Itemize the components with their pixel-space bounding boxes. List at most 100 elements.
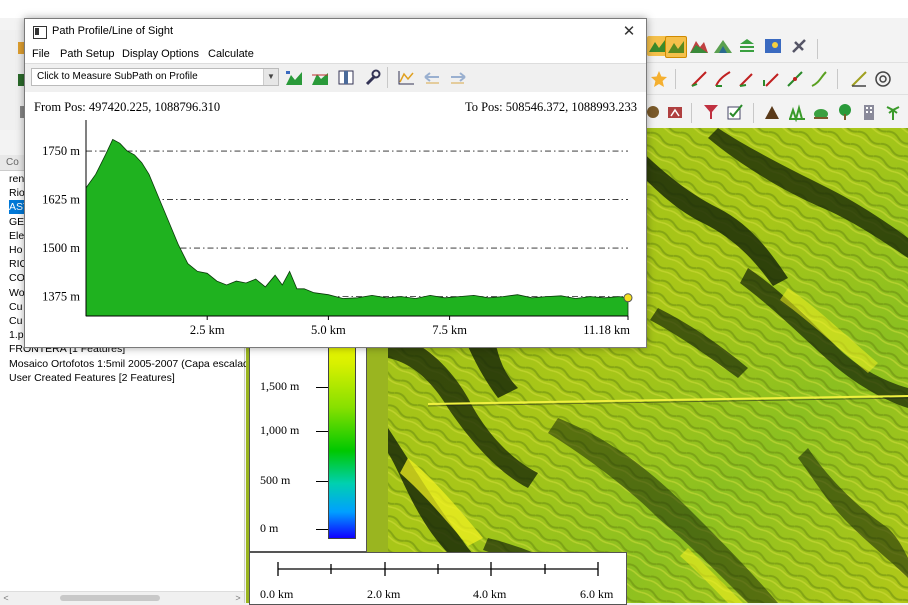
- folder-icon[interactable]: [18, 42, 24, 54]
- elevation-profile-area[interactable]: [85, 138, 629, 317]
- menu-calculate[interactable]: Calculate: [208, 48, 254, 60]
- y-tick-label: 1625 m: [42, 193, 80, 207]
- horizontal-scrollbar[interactable]: < >: [0, 591, 244, 604]
- x-tick-label: 5.0 km: [311, 323, 346, 337]
- x-tick-label: 2.5 km: [190, 323, 225, 337]
- path-profile-dialog: Path Profile/Line of Sight ✕ File Path S…: [24, 18, 647, 348]
- image-icon[interactable]: [763, 36, 783, 56]
- layer-item[interactable]: User Created Features [2 Features]: [9, 371, 175, 384]
- terrain-icon[interactable]: [689, 36, 709, 56]
- scale-label: 0.0 km: [260, 587, 294, 601]
- scale-label: 6.0 km: [580, 587, 614, 601]
- to-position: To Pos: 508546.372, 1088993.233: [465, 100, 637, 114]
- viewshed-icon[interactable]: [665, 102, 685, 122]
- legend-tick: [316, 387, 328, 388]
- close-icon[interactable]: ✕: [622, 23, 636, 40]
- profile-table-icon[interactable]: [337, 69, 355, 86]
- profile-left-icon[interactable]: [423, 69, 441, 86]
- digitize-edit-icon[interactable]: [761, 69, 781, 89]
- bush-icon[interactable]: [811, 102, 831, 122]
- menu-path-setup[interactable]: Path Setup: [60, 48, 115, 60]
- legend-label: 1,500 m: [260, 379, 300, 393]
- dialog-title-bar[interactable]: Path Profile/Line of Sight ✕: [25, 19, 646, 45]
- target-icon[interactable]: [871, 69, 891, 89]
- legend-label: 1,000 m: [260, 423, 300, 437]
- scroll-right-arrow-icon[interactable]: >: [235, 593, 241, 603]
- map-shaded-icon[interactable]: [647, 36, 667, 56]
- layer-item[interactable]: ren: [9, 173, 25, 185]
- main-toolbar-row-1: [645, 30, 908, 62]
- layer-item[interactable]: Mosaico Ortofotos 1:5mil 2005-2007 (Capa…: [9, 357, 249, 370]
- y-tick-label: 1750 m: [42, 144, 80, 158]
- dialog-title: Path Profile/Line of Sight: [52, 25, 174, 37]
- digitize-line-icon[interactable]: [689, 69, 709, 89]
- profile-chart-svg[interactable]: From Pos: 497420.225, 1088796.310 To Pos…: [25, 92, 646, 347]
- scale-bar: 0.0 km 2.0 km 4.0 km 6.0 km: [249, 552, 627, 605]
- profile-terrain-icon[interactable]: [311, 69, 329, 86]
- toolbar-separator: [387, 67, 388, 88]
- main-toolbar-row-3: [645, 94, 908, 129]
- profile-chart[interactable]: From Pos: 497420.225, 1088796.310 To Pos…: [25, 92, 646, 347]
- toolbar-separator: [675, 69, 676, 89]
- measure-mode-select[interactable]: Click to Measure SubPath on Profile ▼: [31, 68, 279, 86]
- tree-icon[interactable]: [835, 102, 855, 122]
- palm-icon[interactable]: [883, 102, 903, 122]
- satellite-icon[interactable]: [789, 36, 809, 56]
- layer-item[interactable]: CO: [9, 272, 25, 285]
- legend-label: 500 m: [260, 473, 291, 487]
- building-icon[interactable]: [859, 102, 879, 122]
- profile-save-icon[interactable]: [285, 69, 303, 86]
- map-highlight-icon[interactable]: [665, 36, 687, 58]
- main-title-bar: [0, 0, 908, 18]
- terrain-shade-icon[interactable]: [713, 36, 733, 56]
- checklist-icon[interactable]: [725, 102, 745, 122]
- end-point-marker[interactable]: [623, 293, 633, 303]
- layer-item[interactable]: Ele: [9, 229, 25, 242]
- toolbar-separator: [837, 69, 838, 89]
- layer-item[interactable]: Cu: [9, 315, 23, 327]
- digitize-vertex-icon[interactable]: [785, 69, 805, 89]
- legend-tick: [316, 431, 328, 432]
- wrench-icon[interactable]: [363, 69, 381, 86]
- profile-graph-icon[interactable]: [397, 69, 415, 86]
- layer-item[interactable]: Wo: [9, 286, 25, 299]
- path-line[interactable]: [427, 395, 908, 405]
- layer-item[interactable]: Rio: [9, 187, 25, 200]
- scroll-left-arrow-icon[interactable]: <: [3, 593, 9, 603]
- layer-item[interactable]: GEI: [9, 215, 28, 228]
- menu-display-options[interactable]: Display Options: [122, 48, 200, 60]
- y-tick-label: 1375 m: [42, 290, 80, 304]
- dialog-toolbar: Click to Measure SubPath on Profile ▼: [25, 63, 646, 93]
- grass-icon[interactable]: [787, 102, 807, 123]
- digitize-area-icon[interactable]: [713, 69, 733, 89]
- main-left-toolbar: [0, 30, 24, 130]
- measure-mode-value: Click to Measure SubPath on Profile: [37, 71, 198, 82]
- x-tick-label: 11.18 km: [583, 323, 630, 337]
- from-position: From Pos: 497420.225, 1088796.310: [34, 100, 220, 114]
- layer-item[interactable]: RIO: [9, 258, 28, 271]
- x-tick-label: 7.5 km: [432, 323, 467, 337]
- scale-label: 2.0 km: [367, 587, 401, 601]
- toolbar-separator: [817, 39, 818, 59]
- scrollbar-thumb[interactable]: [60, 595, 160, 601]
- layer-item[interactable]: Ho: [9, 244, 23, 256]
- measure-icon[interactable]: [849, 69, 869, 89]
- menu-file[interactable]: File: [32, 48, 50, 60]
- star-icon[interactable]: [649, 69, 669, 89]
- toolbar-separator: [753, 103, 754, 123]
- digitize-pencil-icon[interactable]: [737, 69, 757, 89]
- contour-icon[interactable]: [737, 36, 757, 56]
- tool-3d-icon[interactable]: [645, 102, 665, 122]
- chevron-down-icon[interactable]: ▼: [263, 69, 278, 85]
- elevation-map-image[interactable]: [388, 128, 908, 603]
- profile-right-icon[interactable]: [449, 69, 467, 86]
- digitize-curve-icon[interactable]: [809, 69, 829, 89]
- y-tick-label: 1500 m: [42, 241, 80, 255]
- main-toolbar-row-2: [645, 62, 908, 95]
- filter-icon[interactable]: [701, 102, 721, 122]
- mountain-icon[interactable]: [763, 102, 783, 122]
- layer-item[interactable]: Cu: [9, 300, 23, 313]
- legend-label: 0 m: [260, 521, 279, 535]
- legend-tick: [316, 481, 328, 482]
